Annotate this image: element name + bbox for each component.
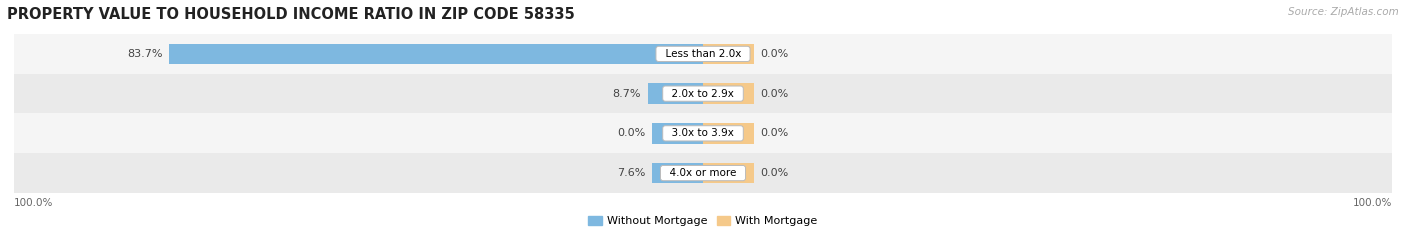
Text: 0.0%: 0.0%	[761, 89, 789, 99]
Bar	[703, 123, 754, 144]
Bar	[14, 113, 1392, 153]
Text: 3.0x to 3.9x: 3.0x to 3.9x	[665, 128, 741, 138]
Text: 83.7%: 83.7%	[127, 49, 163, 59]
Text: 2.0x to 2.9x: 2.0x to 2.9x	[665, 89, 741, 99]
Text: Source: ZipAtlas.com: Source: ZipAtlas.com	[1288, 7, 1399, 17]
Text: 8.7%: 8.7%	[613, 89, 641, 99]
Bar	[169, 44, 703, 64]
Bar	[14, 153, 1392, 193]
Text: 100.0%: 100.0%	[1353, 198, 1392, 208]
Text: 0.0%: 0.0%	[761, 128, 789, 138]
Text: Less than 2.0x: Less than 2.0x	[658, 49, 748, 59]
Bar	[703, 163, 754, 183]
Bar	[14, 74, 1392, 113]
Text: 7.6%: 7.6%	[617, 168, 645, 178]
Bar	[14, 34, 1392, 74]
Bar	[703, 44, 754, 64]
Text: 0.0%: 0.0%	[761, 168, 789, 178]
Bar	[652, 163, 703, 183]
Bar	[652, 123, 703, 144]
Text: 100.0%: 100.0%	[14, 198, 53, 208]
Text: 4.0x or more: 4.0x or more	[664, 168, 742, 178]
Bar	[703, 83, 754, 104]
Bar	[648, 83, 703, 104]
Text: PROPERTY VALUE TO HOUSEHOLD INCOME RATIO IN ZIP CODE 58335: PROPERTY VALUE TO HOUSEHOLD INCOME RATIO…	[7, 7, 575, 22]
Legend: Without Mortgage, With Mortgage: Without Mortgage, With Mortgage	[583, 212, 823, 231]
Text: 0.0%: 0.0%	[617, 128, 645, 138]
Text: 0.0%: 0.0%	[761, 49, 789, 59]
